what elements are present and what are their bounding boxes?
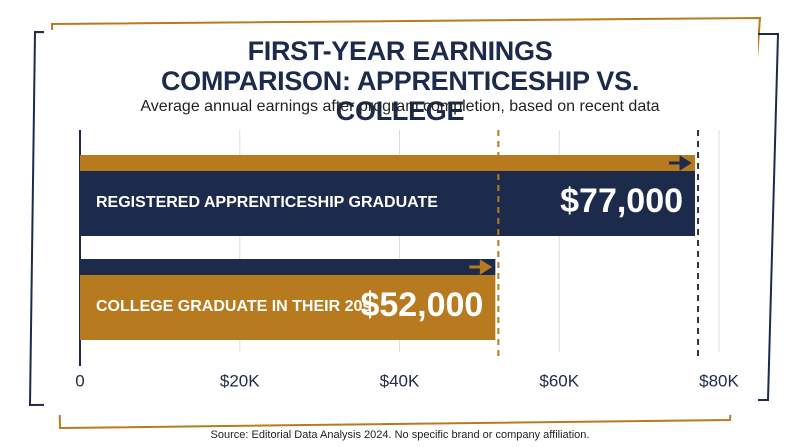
x-tick-label: $80K [699,371,739,390]
value-label: $52,000 [360,286,483,324]
x-tick-label: $60K [539,371,579,390]
source-note: Source: Editorial Data Analysis 2024. No… [210,429,590,441]
arrow [669,155,692,171]
bar [80,275,496,340]
chart-title: FIRST-YEAR EARNINGS COMPARISON: APPRENTI… [160,36,640,126]
value-label: $77,000 [560,182,683,220]
category-label: REGISTERED APPRENTICESHIP GRADUATE [96,194,438,211]
x-tick-label: 0 [75,371,84,390]
chart-subtitle: Average annual earnings after program co… [140,98,660,115]
bar-stripe [80,155,696,171]
bar [80,171,696,236]
bar-stripe [80,259,496,275]
arrow [469,259,493,275]
x-tick-label: $40K [380,371,420,390]
x-tick-label: $20K [220,371,260,390]
category-label: COLLEGE GRADUATE IN THEIR 20s [96,298,371,315]
